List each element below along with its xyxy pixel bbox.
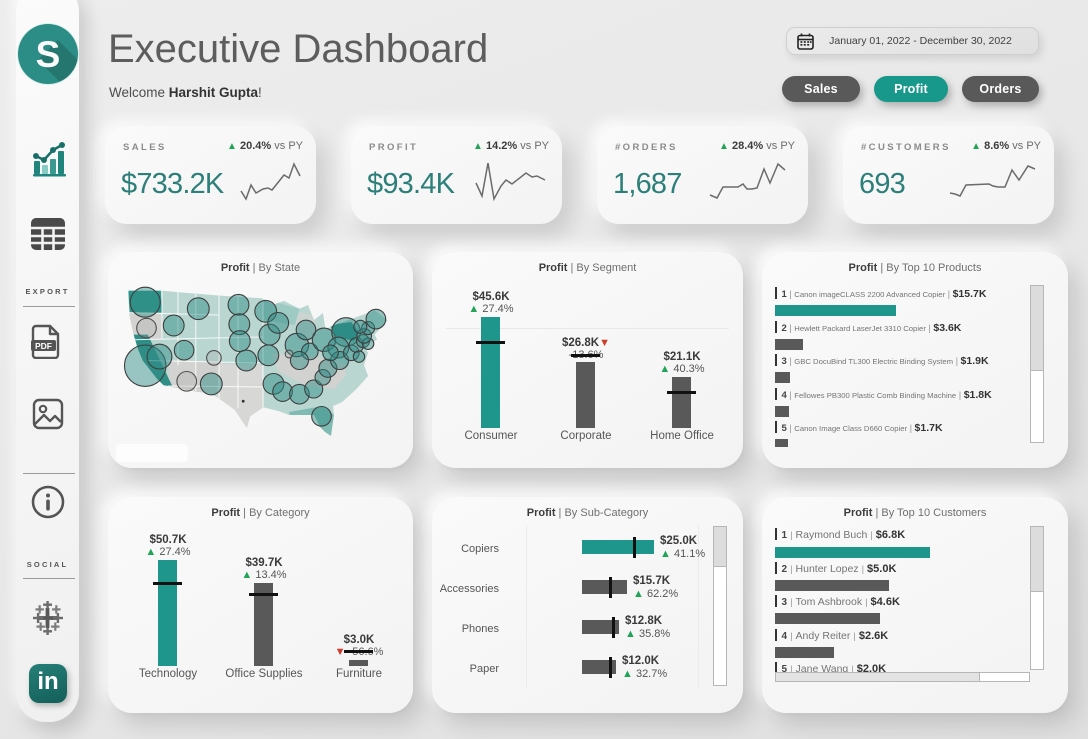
svg-text:PDF: PDF bbox=[35, 341, 52, 351]
svg-text:S: S bbox=[36, 34, 61, 75]
